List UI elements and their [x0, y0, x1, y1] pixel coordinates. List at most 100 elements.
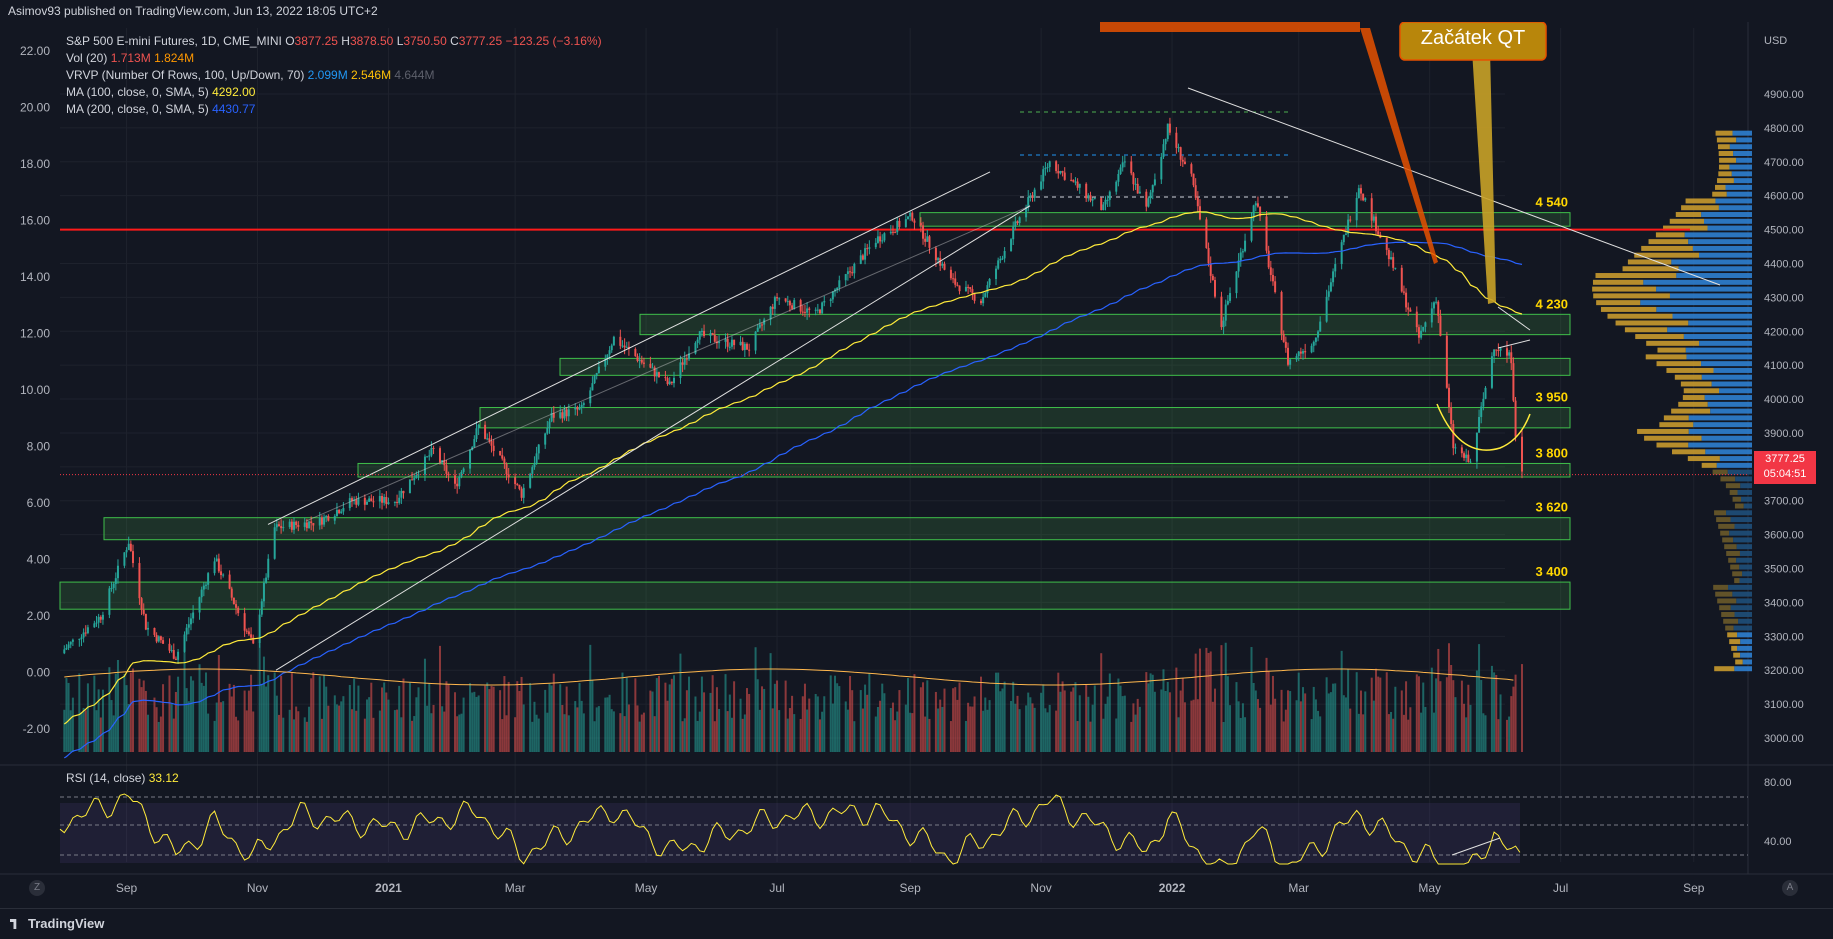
candle-body: [821, 302, 824, 314]
candle-body: [471, 447, 474, 450]
volume-bar: [1078, 695, 1081, 752]
volume-bar: [561, 704, 564, 752]
vrvp-bar-down: [1637, 428, 1689, 434]
candle-body: [387, 502, 390, 505]
volume-bar: [243, 690, 246, 752]
volume-bar: [1177, 717, 1180, 752]
volume-bar: [93, 675, 96, 752]
volume-bar: [275, 695, 278, 752]
volume-bar: [297, 711, 300, 752]
volume-bar: [492, 686, 495, 752]
vrvp-bar-down: [1672, 449, 1706, 455]
vrvp-bar-down: [1715, 184, 1726, 190]
legend-volume-row[interactable]: Vol (20) 1.713M 1.824M: [66, 50, 602, 67]
volume-bar: [1271, 675, 1274, 752]
volume-bar: [838, 686, 841, 752]
wedge-top-line: [1497, 306, 1531, 331]
candle-body: [638, 359, 641, 361]
candle-body: [428, 455, 431, 457]
vrvp-bar-up: [1737, 632, 1752, 638]
candle-body: [851, 272, 854, 274]
volume-bar: [1100, 653, 1103, 752]
volume-bar: [1061, 681, 1064, 752]
volume-bar: [232, 684, 235, 752]
vrvp-bar-down: [1683, 388, 1720, 394]
candle-body: [973, 293, 976, 301]
candle-body: [1512, 363, 1515, 401]
volume-bar: [724, 674, 727, 752]
candle-body: [187, 624, 190, 628]
vrvp-bar-up: [1701, 435, 1752, 441]
vrvp-bar-up: [1727, 469, 1752, 475]
vrvp-bar-down: [1732, 496, 1741, 502]
vrvp-bar-down: [1723, 618, 1739, 624]
volume-bar: [84, 710, 87, 752]
candle-body: [1497, 349, 1500, 351]
volume-bar: [1046, 712, 1049, 752]
candle-body: [275, 524, 278, 528]
legend-vrvp-row[interactable]: VRVP (Number Of Rows, 100, Up/Down, 70) …: [66, 67, 602, 84]
candle-body: [443, 460, 446, 466]
volume-bar: [997, 672, 1000, 752]
candle-body: [353, 499, 356, 502]
candle-body: [919, 222, 922, 226]
volume-bar: [353, 678, 356, 752]
candle-body: [273, 527, 276, 559]
volume-bar: [1314, 699, 1317, 752]
volume-bar: [1439, 681, 1442, 752]
high-label: H: [341, 34, 350, 48]
volume-bar: [1239, 717, 1242, 752]
candle-body: [582, 403, 585, 405]
candle-body: [1061, 171, 1064, 173]
candle-body: [655, 372, 658, 377]
volume-bar: [368, 697, 371, 752]
volume-bar: [715, 687, 718, 752]
vrvp-bar-up: [1736, 137, 1752, 143]
volume-bar: [1372, 700, 1375, 752]
tradingview-logo[interactable]: TradingView: [10, 916, 104, 931]
symbol-name: S&P 500 E-mini Futures, 1D, CME_MINI: [66, 34, 282, 48]
volume-bar: [943, 688, 946, 752]
volume-bar: [1029, 697, 1032, 752]
candle-body: [398, 497, 401, 503]
legend-ma200-row[interactable]: MA (200, close, 0, SMA, 5) 4430.77: [66, 101, 602, 118]
time-axis-tick: 2021: [375, 881, 402, 895]
a-button[interactable]: A: [1782, 880, 1798, 896]
candle-body: [561, 412, 564, 419]
candle-body: [1151, 185, 1154, 193]
volume-bar: [814, 694, 817, 752]
volume-bar: [262, 656, 265, 752]
support-zone: [103, 517, 1571, 541]
high-value: 3878.50: [349, 34, 394, 48]
candle-body: [866, 248, 869, 250]
volume-bar: [1027, 692, 1030, 752]
candle-body: [898, 220, 901, 227]
close-label: C: [450, 34, 459, 48]
candle-body: [1362, 193, 1365, 201]
volume-bar: [1044, 708, 1047, 752]
volume-bar: [488, 689, 491, 752]
volume-bar: [1359, 690, 1362, 752]
legend-ma100-row[interactable]: MA (100, close, 0, SMA, 5) 4292.00: [66, 84, 602, 101]
vrvp-label: VRVP (Number Of Rows, 100, Up/Down, 70): [66, 68, 305, 82]
legend-symbol-row[interactable]: S&P 500 E-mini Futures, 1D, CME_MINI O38…: [66, 33, 602, 50]
candle-body: [312, 523, 315, 526]
z-button[interactable]: Z: [29, 880, 45, 896]
candle-body: [142, 609, 145, 614]
rsi-legend[interactable]: RSI (14, close) 33.12: [66, 771, 179, 785]
volume-bar: [1387, 714, 1390, 752]
volume-bar: [78, 673, 81, 752]
volume-bar: [1480, 680, 1483, 752]
candle-body: [1334, 264, 1337, 272]
volume-bar: [846, 709, 849, 752]
vrvp-bar-up: [1707, 225, 1752, 231]
candle-body: [713, 335, 716, 342]
candle-body: [726, 338, 729, 347]
support-zone: [59, 581, 1571, 610]
volume-bar: [668, 684, 671, 752]
volume-bar: [969, 706, 972, 752]
volume-bar: [1508, 716, 1511, 752]
candle-body: [396, 501, 399, 503]
